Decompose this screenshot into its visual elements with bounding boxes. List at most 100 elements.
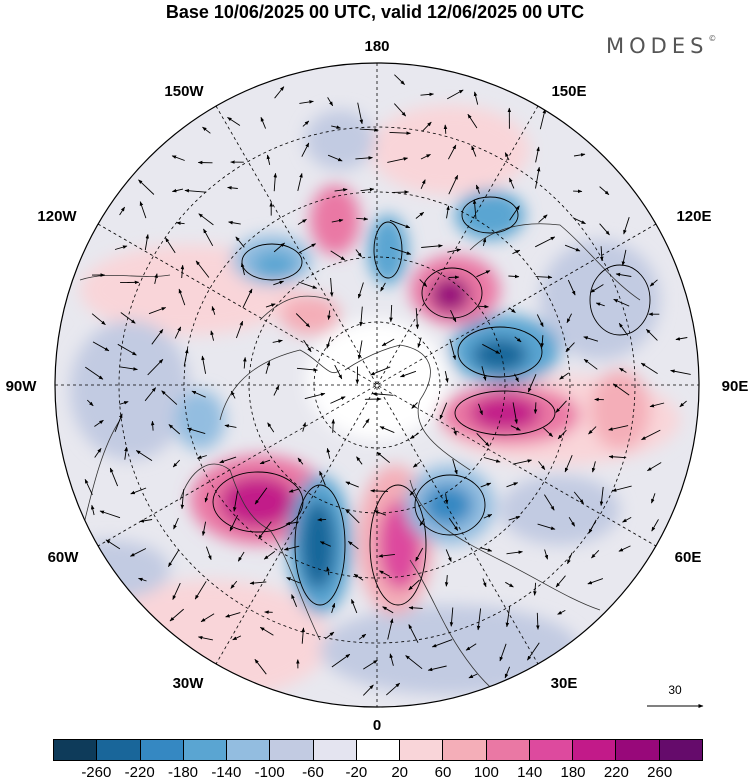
wind-vector bbox=[263, 551, 276, 560]
wind-vector bbox=[471, 145, 477, 157]
wind-vector bbox=[510, 425, 521, 431]
wind-vector bbox=[230, 580, 238, 589]
wind-vector bbox=[362, 684, 374, 696]
wind-vector bbox=[583, 336, 599, 342]
colorbar-tick-label: 220 bbox=[603, 764, 629, 781]
colorbar-segment bbox=[659, 740, 702, 760]
wind-vector bbox=[105, 539, 121, 550]
wind-vector bbox=[201, 355, 207, 374]
colorbar-segment bbox=[313, 740, 357, 760]
wind-vector bbox=[405, 655, 423, 670]
wind-vector bbox=[540, 335, 545, 348]
wind-vector bbox=[538, 214, 548, 223]
colorbar-tick-label: 20 bbox=[391, 764, 408, 781]
wind-vector bbox=[448, 144, 457, 160]
colorbar-tick-label: -20 bbox=[345, 764, 368, 781]
wind-vector bbox=[567, 279, 576, 296]
wind-vector bbox=[622, 517, 632, 523]
wind-vector bbox=[482, 343, 501, 354]
wind-vector bbox=[180, 264, 185, 279]
wind-vector bbox=[608, 454, 627, 459]
wind-vector bbox=[356, 456, 363, 465]
wind-vector bbox=[363, 659, 378, 670]
wind-vector bbox=[144, 387, 157, 402]
wind-vector bbox=[444, 575, 449, 587]
colorbar-segment bbox=[356, 740, 401, 760]
wind-vector bbox=[298, 281, 318, 289]
wind-vector bbox=[649, 279, 658, 287]
wind-vector bbox=[203, 228, 214, 247]
wind-vector bbox=[359, 306, 363, 327]
wind-vector bbox=[168, 424, 181, 435]
wind-vector bbox=[204, 492, 209, 503]
wind-vector bbox=[387, 618, 394, 640]
wind-vector bbox=[544, 549, 549, 560]
wind-vector bbox=[412, 461, 421, 468]
wind-vector bbox=[360, 187, 375, 192]
wind-vector bbox=[421, 244, 443, 248]
colorbar-segment bbox=[529, 740, 574, 760]
wind-vector bbox=[272, 339, 283, 343]
wind-vector bbox=[389, 219, 411, 229]
wind-vector bbox=[599, 186, 610, 196]
wind-vector bbox=[124, 446, 128, 460]
wind-vector bbox=[296, 367, 318, 372]
wind-vector bbox=[599, 486, 604, 507]
wind-vector bbox=[583, 358, 598, 370]
wind-vector bbox=[90, 504, 95, 516]
wind-vector bbox=[415, 547, 424, 562]
wind-vector bbox=[327, 97, 334, 107]
wind-vector bbox=[439, 402, 448, 420]
wind-vector bbox=[355, 249, 362, 258]
wind-vector bbox=[408, 606, 423, 610]
wind-vector bbox=[327, 310, 331, 321]
wind-vector bbox=[420, 179, 426, 189]
wind-vector bbox=[228, 220, 241, 225]
wind-vector bbox=[299, 100, 314, 104]
wind-vector bbox=[169, 608, 184, 622]
wind-vector bbox=[138, 179, 155, 195]
wind-vector bbox=[573, 153, 586, 157]
wind-vector bbox=[186, 427, 206, 435]
wind-vector bbox=[200, 613, 215, 623]
wind-vector bbox=[139, 519, 153, 523]
colorbar-segment bbox=[573, 740, 617, 760]
wind-vector bbox=[259, 626, 274, 636]
lon-label-120e: 120E bbox=[676, 208, 711, 225]
wind-vector bbox=[119, 206, 125, 216]
wind-vector bbox=[482, 237, 487, 247]
wind-vector bbox=[345, 508, 360, 524]
colorbar-labels: -260 -220 -180 -140 -100 -60 -20 20 60 100 140 180 2… bbox=[0, 764, 750, 782]
wind-vector bbox=[172, 459, 181, 468]
wind-vector bbox=[139, 201, 147, 219]
wind-vector bbox=[172, 582, 181, 601]
lon-label-150w: 150W bbox=[164, 83, 204, 100]
wind-vector bbox=[621, 249, 627, 266]
wind-vector bbox=[443, 124, 448, 134]
wind-vector bbox=[543, 427, 553, 437]
wind-vector bbox=[448, 517, 459, 531]
wind-vector bbox=[420, 92, 434, 97]
map-border bbox=[54, 62, 700, 708]
wind-vector bbox=[499, 643, 507, 662]
wind-vector bbox=[506, 550, 523, 555]
wind-vector bbox=[415, 308, 420, 330]
wind-vector bbox=[357, 102, 364, 125]
lon-label-90w: 90W bbox=[6, 378, 38, 395]
colorbar-segment bbox=[270, 740, 314, 760]
wind-vector bbox=[389, 653, 394, 666]
wind-vector bbox=[265, 303, 276, 308]
wind-vector bbox=[297, 172, 303, 192]
colorbar-tick-label: -100 bbox=[254, 764, 285, 781]
wind-vector bbox=[117, 343, 137, 356]
wind-vector bbox=[191, 390, 206, 398]
wind-vector bbox=[184, 188, 207, 193]
wind-vector bbox=[565, 342, 575, 352]
wind-vector bbox=[353, 573, 364, 581]
wind-vector bbox=[480, 547, 493, 552]
wind-vector bbox=[509, 205, 520, 221]
wind-vector bbox=[144, 234, 150, 251]
wind-vector bbox=[225, 612, 241, 618]
wind-vector bbox=[259, 459, 271, 465]
